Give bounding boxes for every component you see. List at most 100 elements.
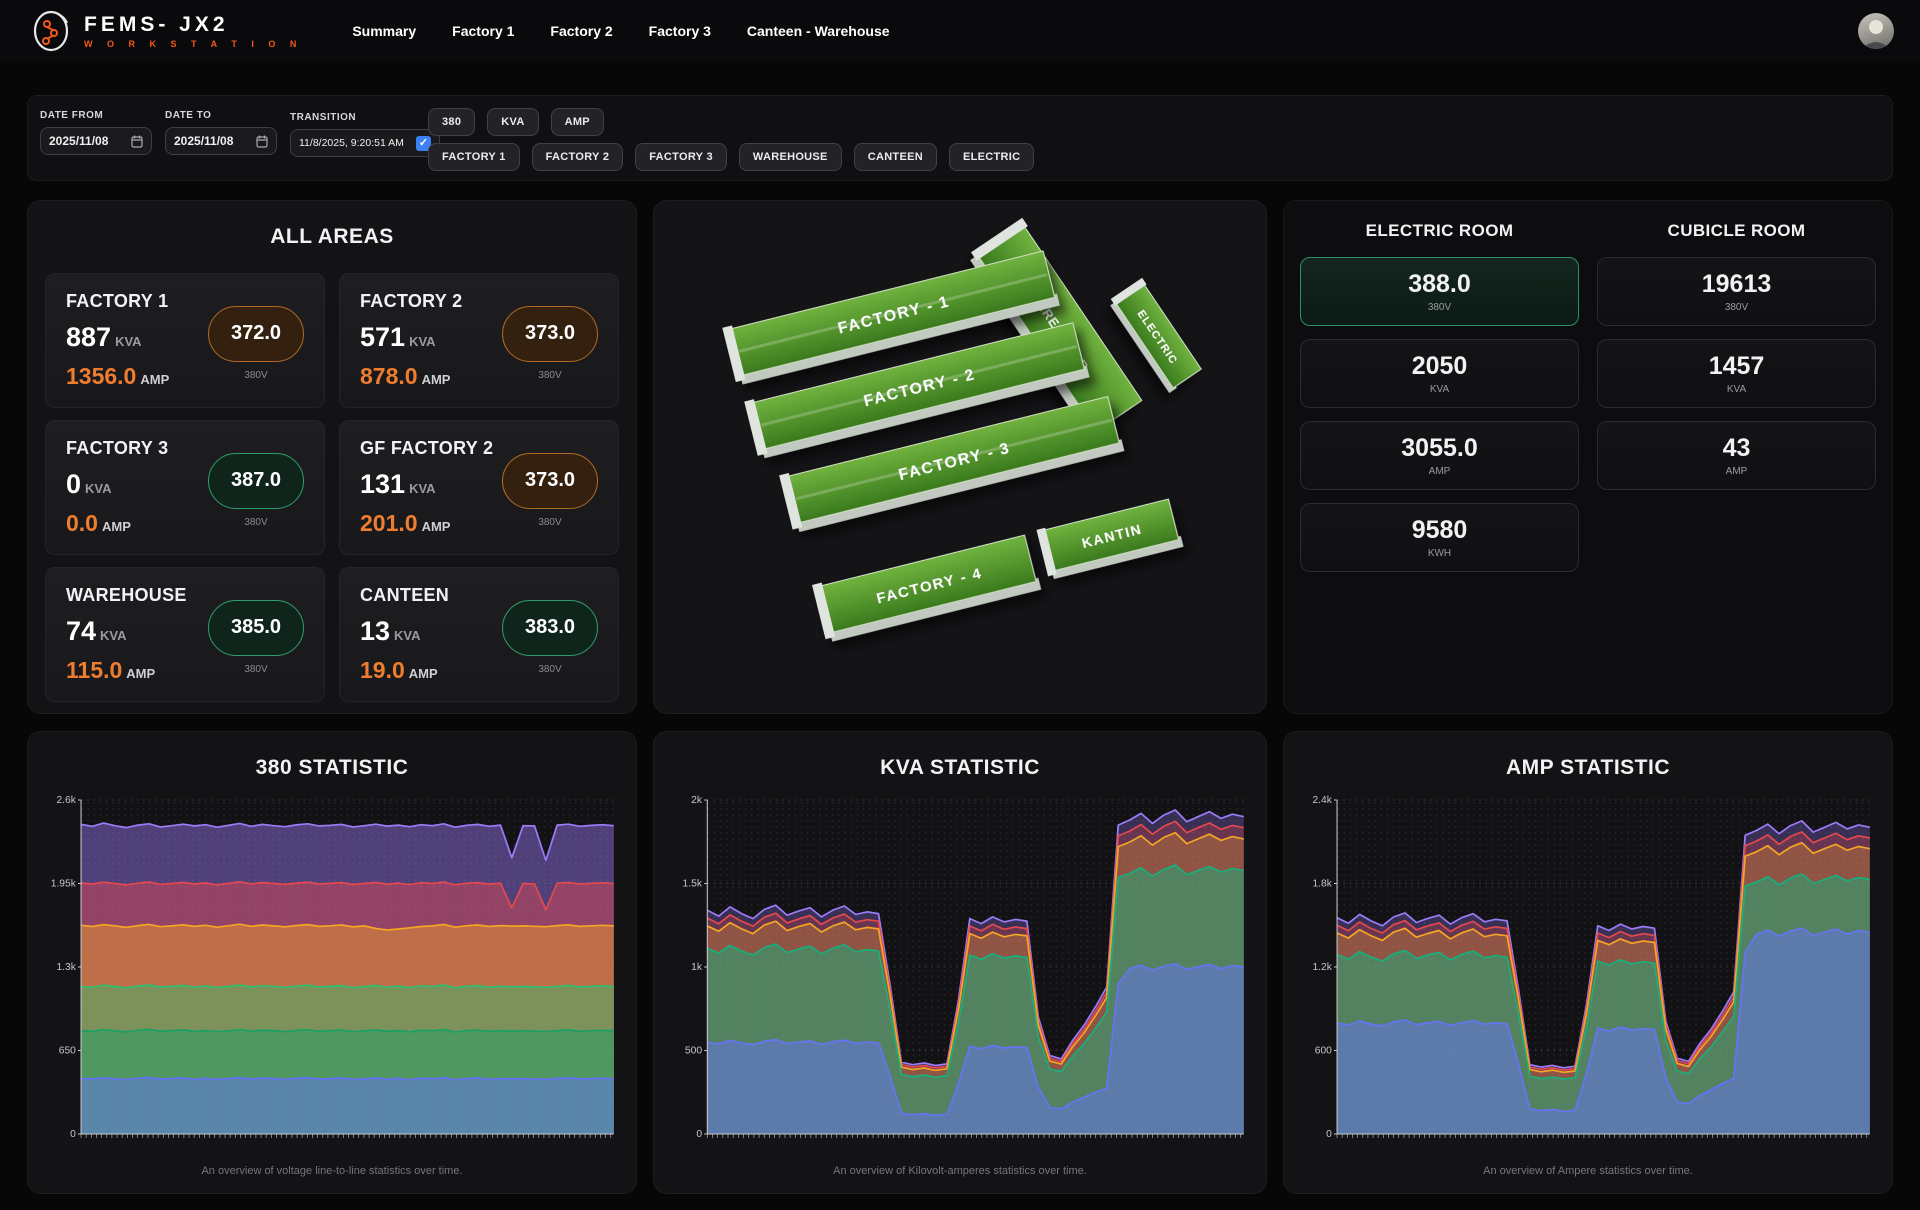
transition-input[interactable]: 11/8/2025, 9:20:51 AM ✓	[290, 129, 440, 157]
avatar-image	[1858, 13, 1894, 49]
area-button-factory3[interactable]: FACTORY 3	[635, 143, 727, 171]
area-card-gf-factory2[interactable]: GF FACTORY 2 131KVA 201.0AMP 373.0 380V	[339, 420, 619, 555]
voltage-badge-unit: 380V	[244, 664, 267, 675]
brand-subtitle: W O R K S T A T I O N	[84, 39, 302, 49]
kva-value: 131	[360, 469, 405, 499]
date-to-input[interactable]: 2025/11/08	[165, 127, 277, 155]
area-card-canteen[interactable]: CANTEEN 13KVA 19.0AMP 383.0 380V	[339, 567, 619, 702]
unit: KVA	[1430, 384, 1449, 395]
value: 9580	[1412, 516, 1468, 545]
voltage-badge-unit: 380V	[538, 517, 561, 528]
svg-text:0: 0	[1326, 1129, 1332, 1140]
area-card-factory1[interactable]: FACTORY 1 887KVA 1356.0AMP 372.0 380V	[45, 273, 325, 408]
amp-value: 1356.0	[66, 363, 136, 389]
area-button-canteen[interactable]: CANTEEN	[854, 143, 937, 171]
voltage-badge: 373.0	[502, 453, 598, 509]
chart-plot-380[interactable]: 06501.3k1.95k2.6k	[44, 790, 620, 1148]
kva-unit: KVA	[85, 481, 111, 496]
amp-value: 19.0	[360, 657, 405, 683]
kva-value: 74	[66, 616, 96, 646]
unit: 380V	[1428, 302, 1451, 313]
navbar: FEMS- JX2 W O R K S T A T I O N Summary …	[0, 0, 1920, 62]
value: 388.0	[1408, 270, 1471, 299]
svg-text:0: 0	[696, 1129, 702, 1140]
unit: AMP	[1726, 466, 1748, 477]
cubicle-room-kva-card: 1457 KVA	[1597, 339, 1876, 408]
voltage-badge: 387.0	[208, 453, 304, 509]
nav-item-factory3[interactable]: Factory 3	[649, 23, 711, 39]
site-3d-map[interactable]: WAREHOUSE ELECTRIC FACTORY - 1 FACTORY -…	[654, 201, 1266, 713]
area-name: WAREHOUSE	[66, 585, 206, 606]
unit: AMP	[1429, 466, 1451, 477]
kva-unit: KVA	[394, 628, 420, 643]
user-avatar[interactable]	[1858, 13, 1894, 49]
amp-value: 115.0	[66, 657, 122, 683]
chart-title-kva: KVA STATISTIC	[654, 756, 1266, 780]
chart-panel-amp: AMP STATISTIC 06001.2k1.8k2.4k An overvi…	[1283, 731, 1893, 1194]
svg-text:600: 600	[1315, 1046, 1333, 1057]
brand-logo-icon	[30, 9, 74, 53]
kva-value: 887	[66, 322, 111, 352]
svg-text:1.3k: 1.3k	[56, 962, 76, 973]
nav-item-factory1[interactable]: Factory 1	[452, 23, 514, 39]
amp-unit: AMP	[102, 519, 131, 534]
unit: 380V	[1725, 302, 1748, 313]
chart-caption-380: An overview of voltage line-to-line stat…	[28, 1165, 636, 1177]
nav-item-factory2[interactable]: Factory 2	[550, 23, 612, 39]
chart-caption-kva: An overview of Kilovolt-amperes statisti…	[654, 1165, 1266, 1177]
date-from-input[interactable]: 2025/11/08	[40, 127, 152, 155]
area-name: FACTORY 3	[66, 438, 206, 459]
kva-value: 13	[360, 616, 390, 646]
chart-panel-380: 380 STATISTIC 06501.3k1.95k2.6k An overv…	[27, 731, 637, 1194]
value: 19613	[1702, 270, 1772, 299]
chart-caption-amp: An overview of Ampere statistics over ti…	[1284, 1165, 1892, 1177]
electric-room-title: ELECTRIC ROOM	[1300, 221, 1579, 241]
chart-plot-kva[interactable]: 05001k1.5k2k	[670, 790, 1250, 1148]
cubicle-room-voltage-card: 19613 380V	[1597, 257, 1876, 326]
nav-item-summary[interactable]: Summary	[352, 23, 416, 39]
chart-plot-amp[interactable]: 06001.2k1.8k2.4k	[1300, 790, 1876, 1148]
area-button-electric[interactable]: ELECTRIC	[949, 143, 1034, 171]
value: 2050	[1412, 352, 1468, 381]
area-name: GF FACTORY 2	[360, 438, 500, 459]
unit-button-380[interactable]: 380	[428, 108, 475, 136]
electric-room-column: ELECTRIC ROOM 388.0 380V 2050 KVA 3055.0…	[1300, 221, 1579, 585]
value: 1457	[1709, 352, 1765, 381]
nav-item-canteen-warehouse[interactable]: Canteen - Warehouse	[747, 23, 890, 39]
unit-button-kva[interactable]: KVA	[487, 108, 538, 136]
svg-text:0: 0	[70, 1129, 76, 1140]
rooms-panel: ELECTRIC ROOM 388.0 380V 2050 KVA 3055.0…	[1283, 200, 1893, 714]
electric-room-amp-card: 3055.0 AMP	[1300, 421, 1579, 490]
area-button-factory1[interactable]: FACTORY 1	[428, 143, 520, 171]
svg-text:2k: 2k	[691, 795, 703, 806]
voltage-badge: 372.0	[208, 306, 304, 362]
electric-room-kva-card: 2050 KVA	[1300, 339, 1579, 408]
kva-unit: KVA	[115, 334, 141, 349]
svg-text:2.4k: 2.4k	[1312, 795, 1332, 806]
chart-svg: 05001k1.5k2k	[670, 790, 1250, 1148]
area-card-factory2[interactable]: FACTORY 2 571KVA 878.0AMP 373.0 380V	[339, 273, 619, 408]
area-button-warehouse[interactable]: WAREHOUSE	[739, 143, 842, 171]
area-name: FACTORY 1	[66, 291, 206, 312]
building-factory-4[interactable]: FACTORY - 4	[812, 531, 1041, 643]
transition-label: TRANSITION	[290, 112, 440, 123]
series-fill-indigo	[81, 1078, 614, 1135]
area-name: CANTEEN	[360, 585, 500, 606]
transition-value: 11/8/2025, 9:20:51 AM	[299, 137, 410, 149]
chart-title-amp: AMP STATISTIC	[1284, 756, 1892, 780]
value: 43	[1723, 434, 1751, 463]
all-areas-panel: ALL AREAS FACTORY 1 887KVA 1356.0AMP 372…	[27, 200, 637, 714]
building-kantin[interactable]: KANTIN	[1036, 496, 1183, 580]
kva-value: 571	[360, 322, 405, 352]
cubicle-room-amp-card: 43 AMP	[1597, 421, 1876, 490]
area-name: FACTORY 2	[360, 291, 500, 312]
unit-button-amp[interactable]: AMP	[551, 108, 604, 136]
area-button-factory2[interactable]: FACTORY 2	[532, 143, 624, 171]
unit: KVA	[1727, 384, 1746, 395]
area-card-warehouse[interactable]: WAREHOUSE 74KVA 115.0AMP 385.0 380V	[45, 567, 325, 702]
filter-bar: DATE FROM 2025/11/08 DATE TO 2025/11/08 …	[27, 95, 1893, 181]
chart-svg: 06001.2k1.8k2.4k	[1300, 790, 1876, 1148]
svg-text:1k: 1k	[691, 962, 703, 973]
chart-title-380: 380 STATISTIC	[28, 756, 636, 780]
area-card-factory3[interactable]: FACTORY 3 0KVA 0.0AMP 387.0 380V	[45, 420, 325, 555]
